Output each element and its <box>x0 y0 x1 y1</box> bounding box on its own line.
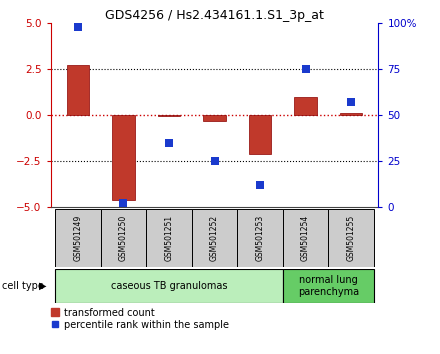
Title: GDS4256 / Hs2.434161.1.S1_3p_at: GDS4256 / Hs2.434161.1.S1_3p_at <box>105 9 324 22</box>
Text: normal lung
parenchyma: normal lung parenchyma <box>298 275 359 297</box>
Text: GSM501253: GSM501253 <box>256 215 264 261</box>
Bar <box>158 115 180 116</box>
Bar <box>249 115 271 154</box>
Point <box>74 24 81 29</box>
Text: GSM501249: GSM501249 <box>73 215 82 261</box>
Point <box>211 158 218 164</box>
Bar <box>283 269 374 303</box>
Point <box>120 201 127 206</box>
Text: GSM501250: GSM501250 <box>119 215 128 261</box>
Text: GSM501252: GSM501252 <box>210 215 219 261</box>
Legend: transformed count, percentile rank within the sample: transformed count, percentile rank withi… <box>51 308 229 330</box>
Bar <box>55 209 101 267</box>
Bar <box>294 97 317 115</box>
Point <box>348 99 355 105</box>
Point <box>302 66 309 72</box>
Bar <box>237 209 283 267</box>
Text: ▶: ▶ <box>39 281 47 291</box>
Bar <box>192 209 237 267</box>
Bar <box>55 269 283 303</box>
Bar <box>328 209 374 267</box>
Bar <box>340 113 363 115</box>
Point <box>165 140 172 145</box>
Text: GSM501255: GSM501255 <box>347 215 356 261</box>
Point <box>257 182 264 188</box>
Bar <box>283 209 328 267</box>
Bar <box>66 65 89 115</box>
Bar <box>203 115 226 121</box>
Text: cell type: cell type <box>2 281 44 291</box>
Text: GSM501251: GSM501251 <box>165 215 173 261</box>
Bar <box>112 115 135 200</box>
Text: caseous TB granulomas: caseous TB granulomas <box>111 281 227 291</box>
Bar <box>146 209 192 267</box>
Bar <box>101 209 146 267</box>
Text: GSM501254: GSM501254 <box>301 215 310 261</box>
